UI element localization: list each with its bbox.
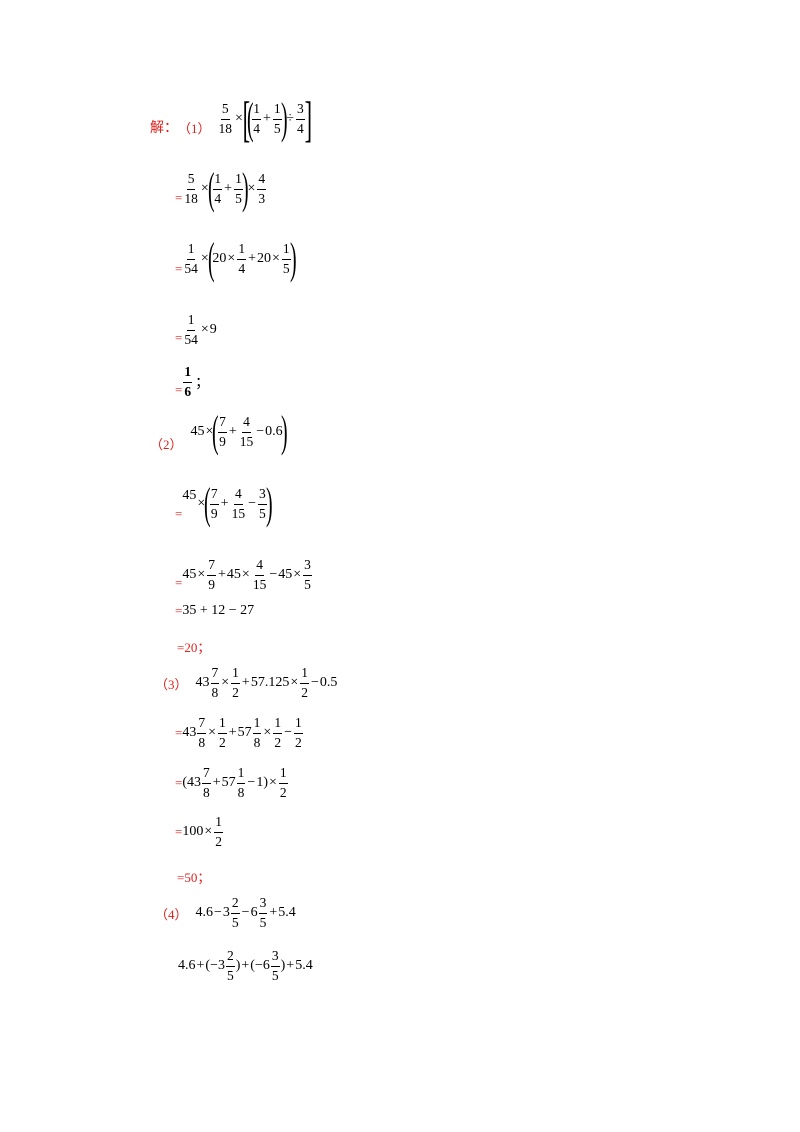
part2-label: （2） — [150, 436, 183, 452]
equals-sign: = — [175, 506, 183, 521]
p2-line5: =20； — [177, 636, 210, 656]
equals-sign: = — [175, 330, 183, 345]
equals-sign: = — [175, 725, 183, 740]
fraction: 4 15 — [252, 557, 267, 592]
equals-sign: = — [175, 190, 183, 205]
result-text: =50； — [177, 869, 211, 885]
fraction: 5 18 — [218, 101, 233, 136]
equals-sign: = — [175, 575, 183, 590]
p2-line4: = 35 + 12 − 27 — [175, 603, 255, 618]
fraction: 1 54 — [184, 241, 198, 276]
equals-sign: = — [175, 824, 183, 839]
part4-label: （4） — [155, 906, 188, 922]
fraction: 5 18 — [184, 171, 198, 206]
equals-sign: = — [175, 261, 183, 276]
solution-label: 解： — [150, 121, 178, 136]
equals-sign: = — [175, 382, 183, 397]
fraction: 1 54 — [184, 312, 198, 347]
result-text: =20； — [177, 639, 211, 655]
equals-sign: = — [175, 603, 183, 618]
p3-line5: =50； — [177, 866, 210, 886]
fraction: 4 15 — [239, 414, 254, 449]
p1-line4: = 1 54 × 9 — [175, 312, 217, 347]
part1-label: （1） — [178, 120, 211, 136]
equals-sign: = — [175, 775, 183, 790]
part3-label: （3） — [155, 676, 188, 692]
fraction: 4 15 — [231, 486, 246, 521]
